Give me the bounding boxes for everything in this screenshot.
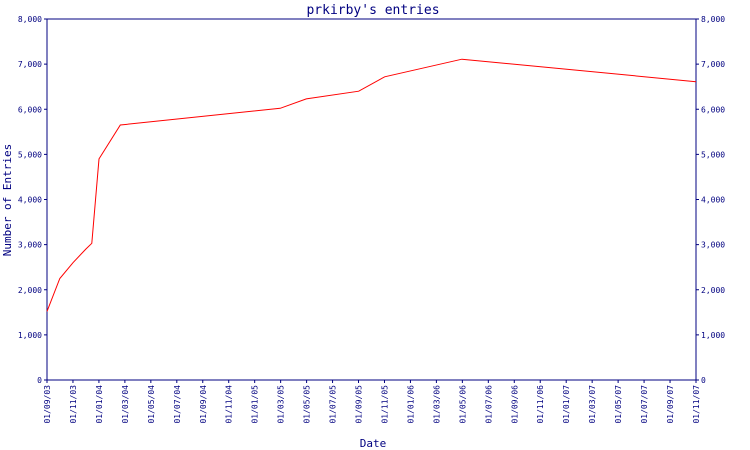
x-tick-label: 01/01/04 (95, 385, 104, 424)
x-tick-label: 01/07/05 (329, 385, 338, 424)
x-tick-label: 01/07/04 (173, 385, 182, 424)
x-tick-label: 01/09/07 (666, 385, 675, 424)
x-tick-label: 01/03/07 (588, 385, 597, 424)
x-tick-label: 01/09/05 (355, 385, 364, 424)
y-tick-label-left: 2,000 (18, 286, 42, 295)
x-tick-label: 01/01/05 (251, 385, 260, 424)
x-tick-label: 01/05/04 (147, 385, 156, 424)
y-tick-label-left: 3,000 (18, 241, 42, 250)
y-tick-label-left: 6,000 (18, 105, 42, 114)
x-tick-label: 01/07/07 (640, 385, 649, 424)
x-tick-label: 01/03/05 (277, 385, 286, 424)
series-line (46, 58, 697, 312)
y-tick-label-right: 2,000 (701, 286, 725, 295)
plot-area (46, 18, 697, 381)
x-tick-label: 01/09/03 (43, 385, 52, 424)
y-tick-label-right: 8,000 (701, 15, 725, 24)
y-tick-label-right: 4,000 (701, 196, 725, 205)
series-layer (46, 58, 697, 312)
x-tick-label: 01/05/07 (614, 385, 623, 424)
y-tick-label-right: 0 (701, 376, 706, 385)
x-tick-label: 01/03/06 (432, 385, 441, 424)
x-axis-label: Date (360, 437, 387, 450)
y-tick-label-left: 1,000 (18, 331, 42, 340)
x-tick-label: 01/07/06 (484, 385, 493, 424)
y-tick-label-left: 7,000 (18, 60, 42, 69)
x-tick-label: 01/11/07 (692, 385, 701, 424)
x-tick-label: 01/11/06 (536, 385, 545, 424)
y-axis-right: 0 1,000 2,000 3,000 4,000 5,000 6,000 7,000 8,00… (696, 15, 725, 385)
y-axis-left: 0 1,000 2,000 3,000 4,000 5,000 6,000 7,000 8,00… (18, 15, 47, 385)
x-tick-label: 01/05/05 (303, 385, 312, 424)
y-tick-label-right: 1,000 (701, 331, 725, 340)
x-tick-label: 01/05/06 (458, 385, 467, 424)
y-tick-label-left: 0 (37, 376, 42, 385)
x-tick-label: 01/11/04 (225, 385, 234, 424)
y-tick-label-left: 8,000 (18, 15, 42, 24)
x-tick-label: 01/09/04 (199, 385, 208, 424)
y-tick-label-left: 5,000 (18, 150, 42, 159)
x-tick-label: 01/09/06 (510, 385, 519, 424)
y-tick-label-right: 3,000 (701, 241, 725, 250)
y-tick-label-right: 7,000 (701, 60, 725, 69)
y-tick-label-left: 4,000 (18, 196, 42, 205)
y-axis-label: Number of Entries (1, 144, 14, 257)
x-tick-label: 01/01/07 (562, 385, 571, 424)
x-tick-label: 01/01/06 (406, 385, 415, 424)
x-tick-label: 01/11/03 (69, 385, 78, 424)
y-tick-label-right: 6,000 (701, 105, 725, 114)
x-tick-label: 01/11/05 (380, 385, 389, 424)
x-axis: 01/09/03 01/11/03 01/01/04 01/03/04 01/05/04… (43, 380, 701, 424)
x-tick-label: 01/03/04 (121, 385, 130, 424)
y-tick-label-right: 5,000 (701, 150, 725, 159)
chart-title: prkirby's entries (306, 3, 439, 18)
